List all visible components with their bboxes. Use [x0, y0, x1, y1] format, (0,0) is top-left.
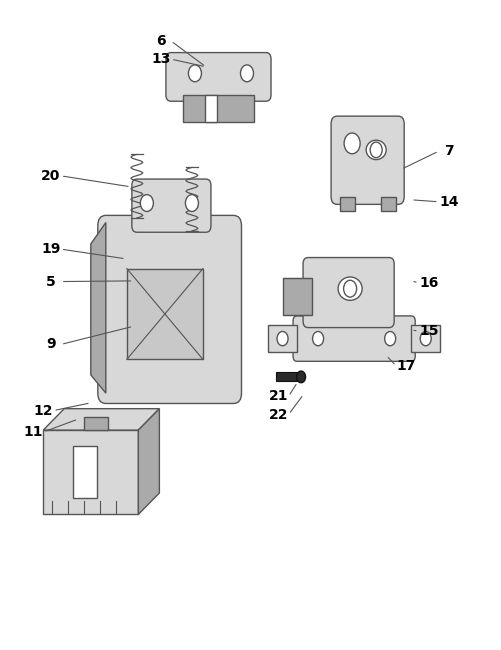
- Circle shape: [296, 371, 305, 383]
- Circle shape: [188, 65, 201, 82]
- FancyBboxPatch shape: [293, 316, 414, 361]
- Circle shape: [185, 194, 198, 211]
- Circle shape: [343, 280, 356, 297]
- Text: 12: 12: [34, 404, 53, 417]
- FancyBboxPatch shape: [165, 53, 271, 101]
- FancyBboxPatch shape: [98, 215, 241, 404]
- Text: 11: 11: [24, 425, 43, 439]
- Bar: [183, 95, 253, 122]
- Circle shape: [240, 65, 253, 82]
- FancyBboxPatch shape: [331, 116, 403, 204]
- Ellipse shape: [365, 140, 385, 160]
- Bar: [380, 196, 395, 211]
- Text: 14: 14: [438, 195, 457, 209]
- Text: 7: 7: [443, 144, 452, 158]
- Bar: [204, 95, 217, 122]
- Circle shape: [419, 332, 430, 346]
- Text: 15: 15: [418, 324, 437, 339]
- FancyBboxPatch shape: [303, 257, 393, 328]
- Bar: [73, 447, 97, 498]
- Text: 22: 22: [268, 408, 288, 421]
- Circle shape: [277, 332, 288, 346]
- Circle shape: [312, 332, 323, 346]
- Polygon shape: [91, 222, 106, 393]
- Polygon shape: [43, 409, 159, 430]
- Bar: [127, 268, 202, 359]
- Text: 5: 5: [46, 274, 56, 289]
- Bar: [84, 417, 108, 430]
- Ellipse shape: [338, 277, 361, 300]
- Circle shape: [384, 332, 395, 346]
- Text: 13: 13: [151, 52, 170, 66]
- Polygon shape: [43, 430, 138, 514]
- Bar: [410, 325, 439, 352]
- Bar: [283, 278, 312, 315]
- Text: 17: 17: [396, 359, 415, 373]
- Text: 19: 19: [41, 242, 60, 256]
- Bar: [339, 196, 354, 211]
- Circle shape: [369, 142, 381, 158]
- Text: 21: 21: [268, 389, 288, 404]
- Text: 20: 20: [41, 169, 60, 183]
- Circle shape: [343, 133, 359, 154]
- Circle shape: [140, 194, 153, 211]
- FancyBboxPatch shape: [132, 179, 210, 232]
- Text: 9: 9: [46, 337, 56, 352]
- Bar: [276, 372, 297, 382]
- Bar: [268, 325, 297, 352]
- Text: 16: 16: [418, 276, 437, 290]
- Text: 6: 6: [156, 34, 165, 48]
- Polygon shape: [138, 409, 159, 514]
